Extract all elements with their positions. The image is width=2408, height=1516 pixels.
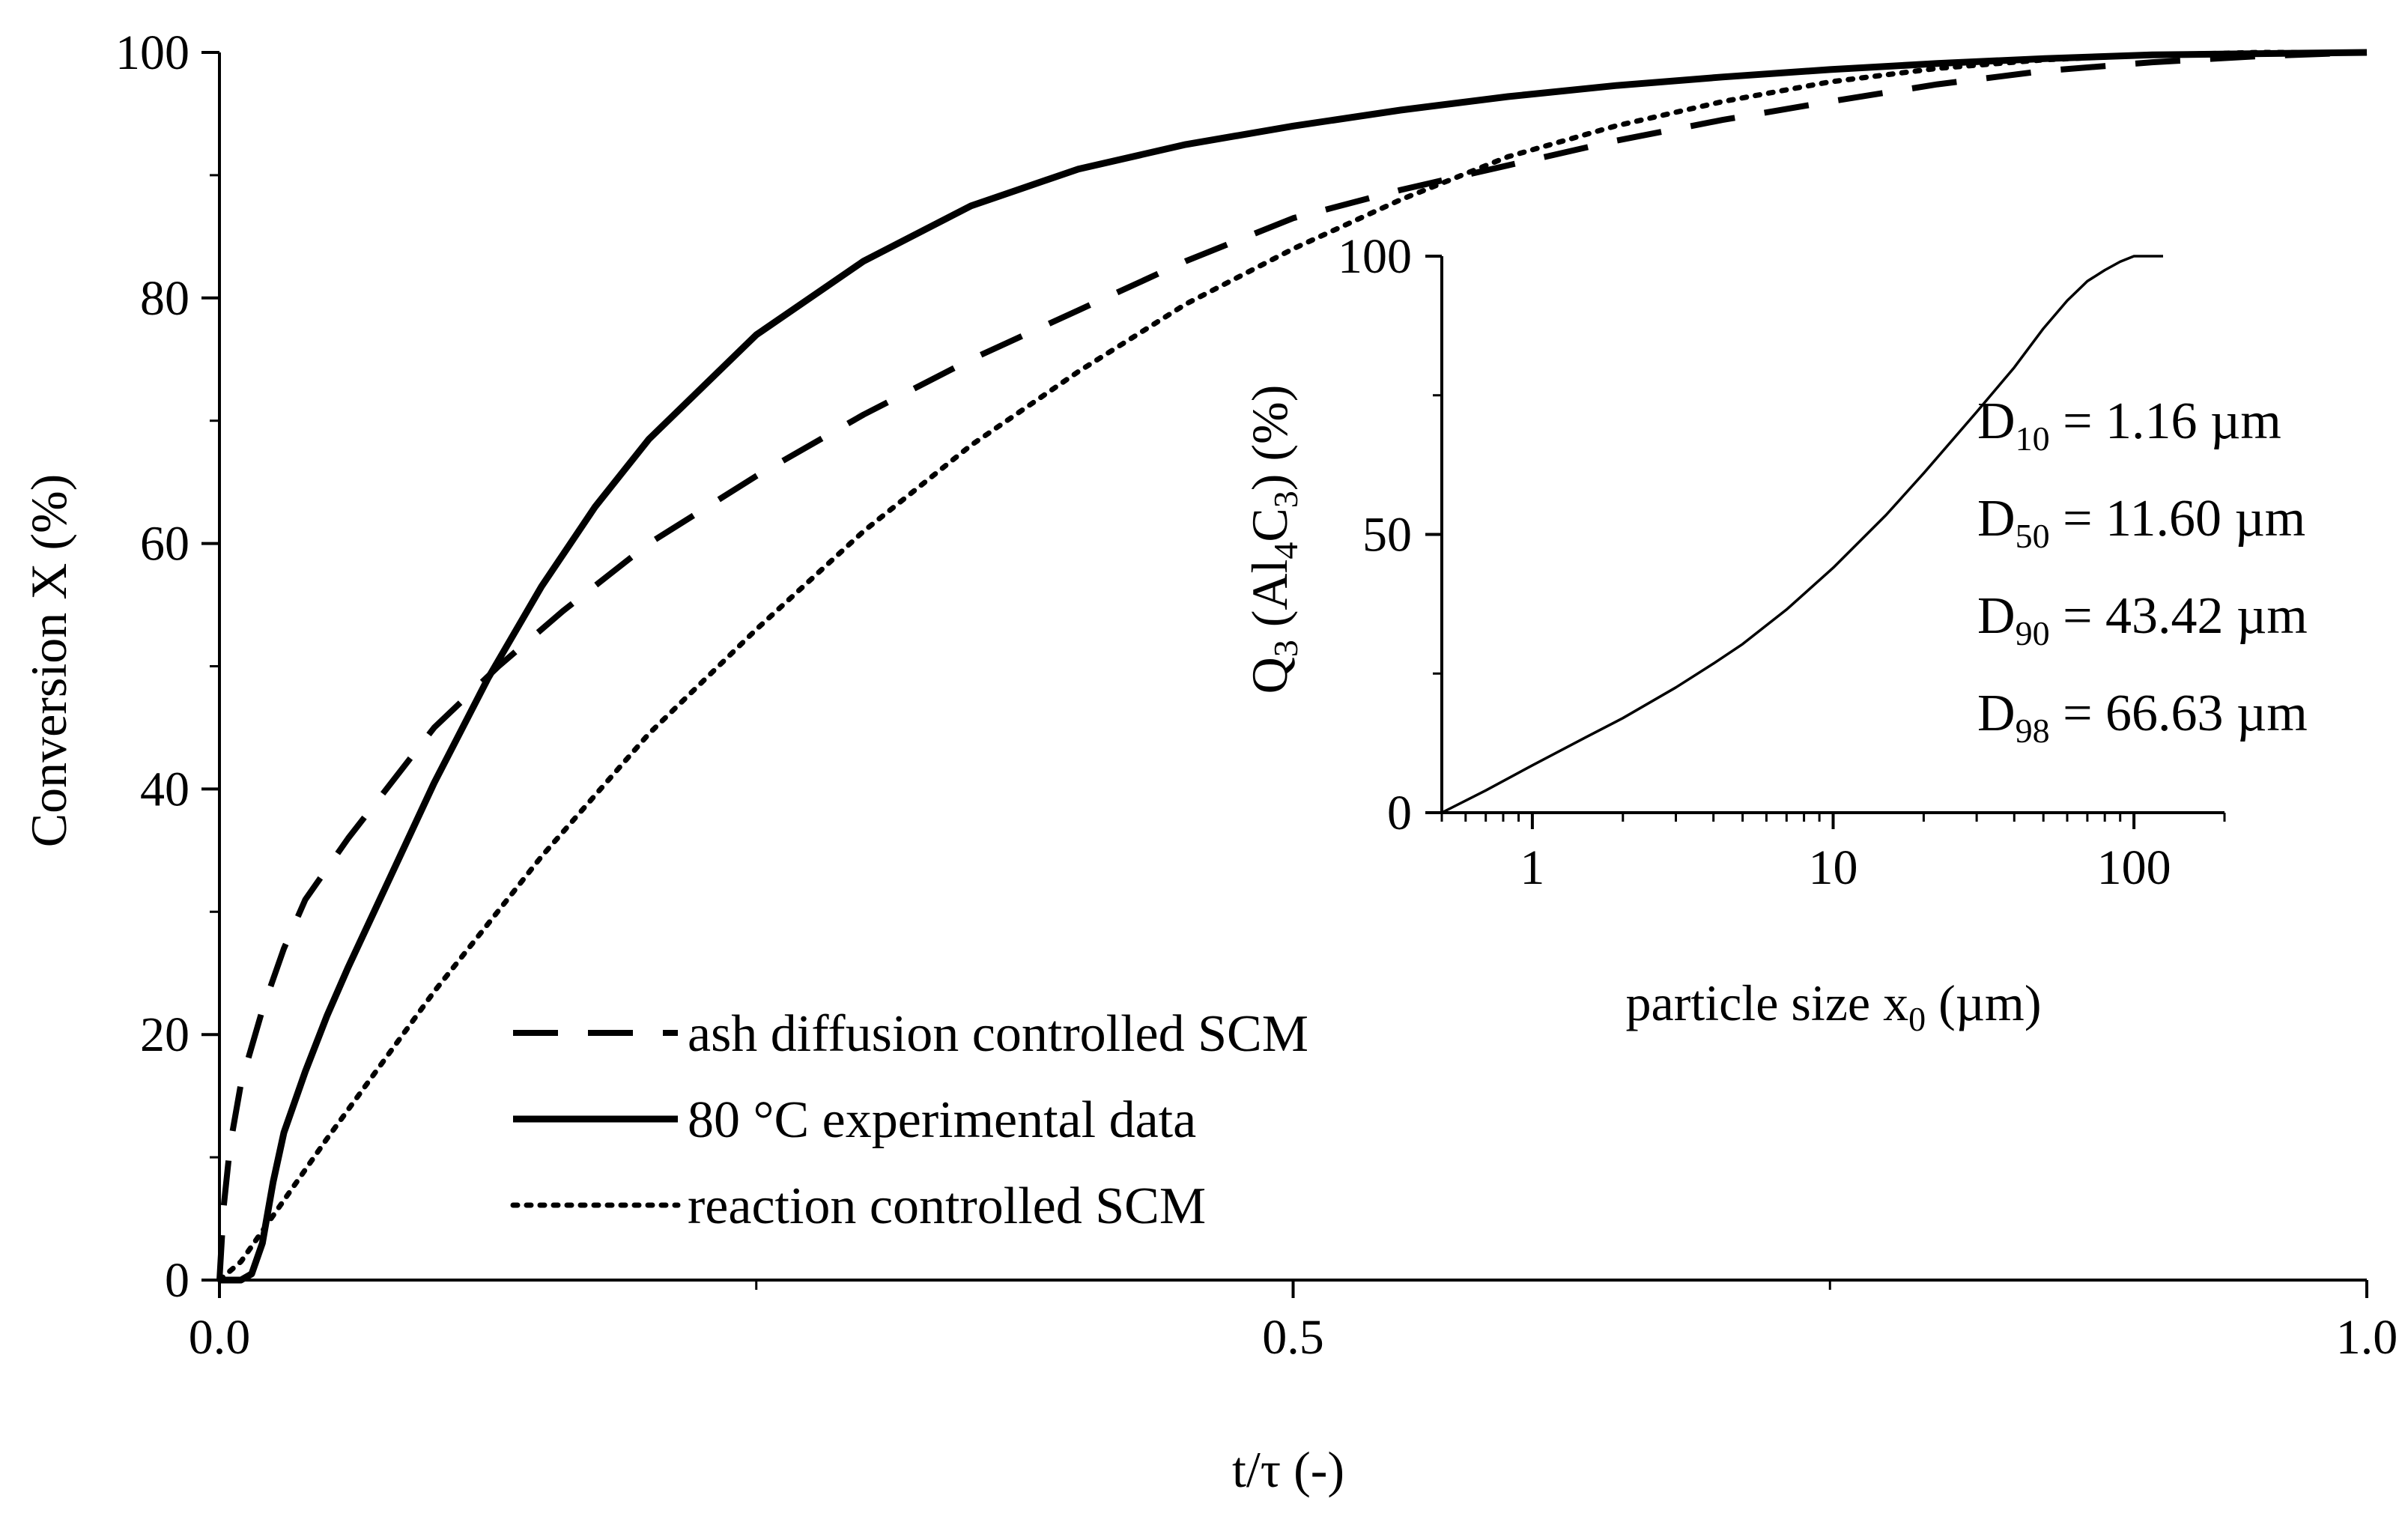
main-series-layer (216, 49, 2370, 1284)
inset-x-axis-title: particle size x0 (µm) (1626, 974, 2042, 1038)
percentile-value: = 1.16 µm (2050, 392, 2281, 450)
legend-label: reaction controlled SCM (688, 1177, 1206, 1235)
percentile-label: D (1977, 392, 2016, 450)
inset-y-title-c-sub: 3 (1267, 491, 1305, 508)
inset-y-title-al: (Al (1241, 560, 1298, 640)
percentile-value: = 11.60 µm (2050, 490, 2306, 548)
main-x-tick-label: 0.0 (189, 1310, 251, 1365)
inset-y-title-q: Q (1241, 657, 1298, 694)
main-y-tick-label: 40 (140, 762, 189, 816)
inset-x-title-unit: (µm) (1926, 974, 2041, 1031)
main-y-tick-label: 100 (115, 25, 189, 80)
legend-label: 80 °C experimental data (688, 1091, 1196, 1149)
percentile-label: D (1977, 490, 2016, 548)
percentile-annotation: D10 = 1.16 µm (1977, 392, 2281, 458)
inset-y-title-q-sub: 3 (1267, 640, 1305, 657)
percentile-annotation: D98 = 66.63 µm (1977, 685, 2308, 750)
percentile-sub: 10 (2016, 419, 2050, 458)
inset-x-tick-label: 1 (1520, 840, 1544, 895)
main-y-axis-title: Conversion X (%) (20, 474, 77, 848)
inset-x-title-sub: 0 (1908, 1000, 1926, 1038)
legend: ash diffusion controlled SCM 80 °C experi… (510, 1005, 1308, 1235)
main-y-tick-label: 20 (140, 1007, 189, 1062)
inset-axes: 0 50 100 1 10 100 (1338, 229, 2226, 895)
main-y-tick-label: 80 (140, 271, 189, 326)
percentile-value: = 66.63 µm (2050, 685, 2308, 742)
inset-y-title-al-sub: 4 (1267, 542, 1305, 560)
series-line-dotted (216, 49, 2370, 1283)
percentile-sub: 98 (2016, 712, 2050, 750)
percentile-value: = 43.42 µm (2050, 587, 2308, 645)
main-x-axis-title: t/τ (-) (1232, 1441, 1344, 1498)
inset-x-tick-label: 100 (2097, 840, 2171, 895)
inset-y-title-unit: ) (%) (1241, 385, 1298, 491)
inset-y-tick-label: 0 (1387, 786, 1412, 840)
main-y-tick-label: 0 (165, 1253, 189, 1308)
percentile-sub: 90 (2016, 614, 2050, 652)
inset-series-layer (1441, 255, 2163, 814)
percentile-sub: 50 (2016, 517, 2050, 555)
percentile-annotation: D90 = 43.42 µm (1977, 587, 2308, 652)
series-line-solid (219, 49, 2368, 1284)
percentile-label: D (1977, 685, 2016, 742)
inset-y-tick-label: 100 (1338, 229, 1412, 284)
inset-y-tick-label: 50 (1362, 508, 1412, 563)
legend-label: ash diffusion controlled SCM (688, 1005, 1308, 1063)
percentile-annotation: D50 = 11.60 µm (1977, 490, 2305, 555)
main-x-tick-label: 0.5 (1262, 1310, 1324, 1365)
main-y-tick-label: 60 (140, 517, 189, 571)
inset-series-line (1441, 255, 2163, 814)
inset-x-tick-label: 10 (1809, 840, 1858, 895)
percentile-label: D (1977, 587, 2016, 645)
series-line-dashed (216, 49, 2368, 1281)
inset-y-title-c: C (1241, 508, 1298, 542)
inset-y-axis-title: Q3 (Al4C3) (%) (1241, 385, 1305, 694)
inset-x-title-main: particle size x (1626, 974, 1909, 1031)
main-x-tick-label: 1.0 (2336, 1310, 2398, 1365)
